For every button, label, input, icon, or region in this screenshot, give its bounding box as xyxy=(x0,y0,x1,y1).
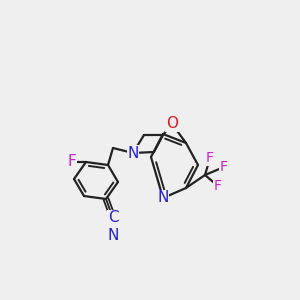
Text: F: F xyxy=(214,179,222,193)
Text: N: N xyxy=(157,190,169,206)
Text: F: F xyxy=(68,154,76,169)
Text: F: F xyxy=(220,160,228,174)
Text: O: O xyxy=(166,116,178,131)
Text: F: F xyxy=(206,151,214,165)
Text: N: N xyxy=(107,229,119,244)
Text: N: N xyxy=(127,146,139,160)
Text: C: C xyxy=(108,211,118,226)
